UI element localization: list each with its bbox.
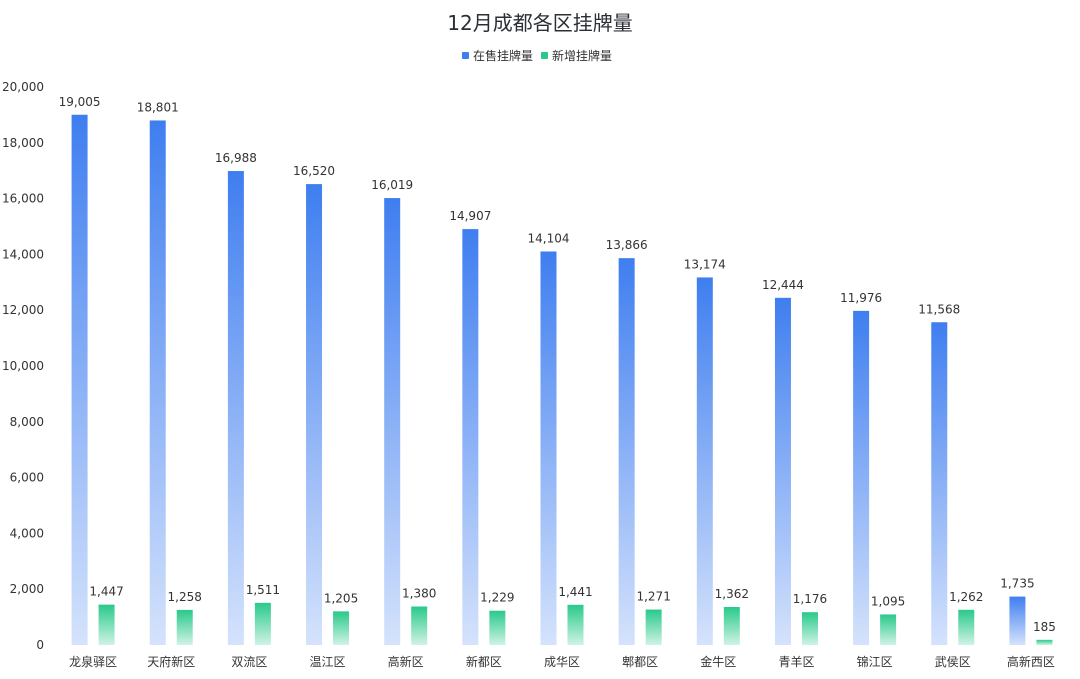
data-label: 11,976 (840, 291, 882, 305)
bar (567, 604, 584, 645)
x-tick-label: 新都区 (466, 654, 502, 669)
data-label: 11,568 (918, 302, 960, 316)
bar (696, 277, 713, 645)
bar (801, 612, 818, 645)
x-tick-label: 青羊区 (778, 654, 814, 669)
y-tick-label: 0 (36, 638, 44, 652)
bar (411, 606, 428, 645)
bar (880, 614, 897, 645)
x-tick-label: 高新西区 (1007, 654, 1055, 669)
x-tick-label: 高新区 (388, 654, 424, 669)
data-label: 19,005 (59, 95, 101, 109)
y-axis: 0 2,000 4,000 6,000 8,000 10,000 12,000 14,000 1… (2, 80, 44, 652)
data-label: 1,258 (168, 590, 202, 604)
bar (149, 120, 166, 646)
bar (1036, 639, 1053, 645)
data-label: 1,262 (949, 590, 983, 604)
x-tick-label: 郫都区 (622, 654, 658, 669)
y-tick-label: 12,000 (2, 303, 44, 317)
data-label: 1,095 (871, 594, 905, 608)
data-label: 185 (1033, 620, 1056, 634)
bar (489, 610, 506, 645)
y-tick-label: 18,000 (2, 136, 44, 150)
x-tick-label: 温江区 (310, 655, 346, 669)
x-tick-label: 双流区 (231, 655, 267, 669)
data-label: 1,271 (636, 590, 670, 604)
chart-title: 12月成都各区挂牌量 (447, 11, 632, 35)
x-tick-label: 武侯区 (935, 655, 971, 669)
x-tick-label: 成华区 (544, 655, 580, 669)
data-label: 16,019 (371, 178, 413, 192)
data-label: 1,176 (793, 592, 827, 606)
x-tick-label: 金牛区 (700, 654, 736, 669)
bar (384, 198, 401, 646)
data-label: 12,444 (762, 278, 804, 292)
data-label: 1,447 (89, 585, 123, 599)
y-tick-label: 4,000 (10, 526, 44, 540)
x-tick-label: 天府新区 (147, 654, 195, 669)
data-label: 1,205 (324, 591, 358, 605)
data-label: 1,229 (480, 591, 514, 605)
bar (645, 609, 662, 645)
bar (618, 258, 635, 645)
data-label: 1,362 (715, 587, 749, 601)
data-label: 13,174 (684, 257, 726, 271)
data-label: 16,520 (293, 164, 335, 178)
y-tick-label: 2,000 (10, 582, 44, 596)
bar (1009, 596, 1026, 645)
data-label: 1,380 (402, 586, 436, 600)
data-label: 1,735 (1000, 577, 1034, 591)
bar (71, 114, 88, 645)
bars: 19,005 1,447 18,801 1,258 16,988 1,511 16,520 1… (59, 95, 1056, 646)
bar (333, 611, 350, 645)
bar (774, 297, 791, 645)
data-label: 16,988 (215, 151, 257, 165)
data-label: 13,866 (606, 238, 648, 252)
bar (98, 604, 115, 645)
y-tick-label: 8,000 (10, 415, 44, 429)
bar (723, 607, 740, 645)
legend-marker (462, 52, 469, 59)
bar (306, 184, 323, 646)
x-tick-label: 龙泉驿区 (69, 655, 117, 669)
data-label: 14,907 (449, 209, 491, 223)
y-tick-label: 14,000 (2, 247, 44, 261)
x-axis: 龙泉驿区 天府新区 双流区 温江区 高新区 新都区 成华区 郫都区 金牛区 青羊区 锦江区 武侯区 高新… (69, 654, 1055, 669)
data-label: 1,441 (558, 585, 592, 599)
data-label: 14,104 (528, 231, 570, 245)
bar (176, 609, 193, 645)
legend: 在售挂牌量 新增挂牌量 (462, 48, 612, 63)
data-label: 1,511 (246, 583, 280, 597)
data-label: 18,801 (137, 100, 179, 114)
legend-label: 在售挂牌量 (473, 48, 533, 63)
legend-label: 新增挂牌量 (552, 48, 612, 63)
bar (958, 609, 975, 645)
bar (254, 602, 271, 645)
y-tick-label: 10,000 (2, 359, 44, 373)
y-tick-label: 6,000 (10, 471, 44, 485)
y-tick-label: 20,000 (2, 80, 44, 94)
bar (853, 310, 870, 645)
bar (227, 171, 244, 646)
bar (462, 229, 479, 645)
y-tick-label: 16,000 (2, 192, 44, 206)
bar (931, 322, 948, 645)
bar (540, 251, 557, 645)
legend-marker (541, 52, 548, 59)
x-tick-label: 锦江区 (857, 655, 893, 669)
